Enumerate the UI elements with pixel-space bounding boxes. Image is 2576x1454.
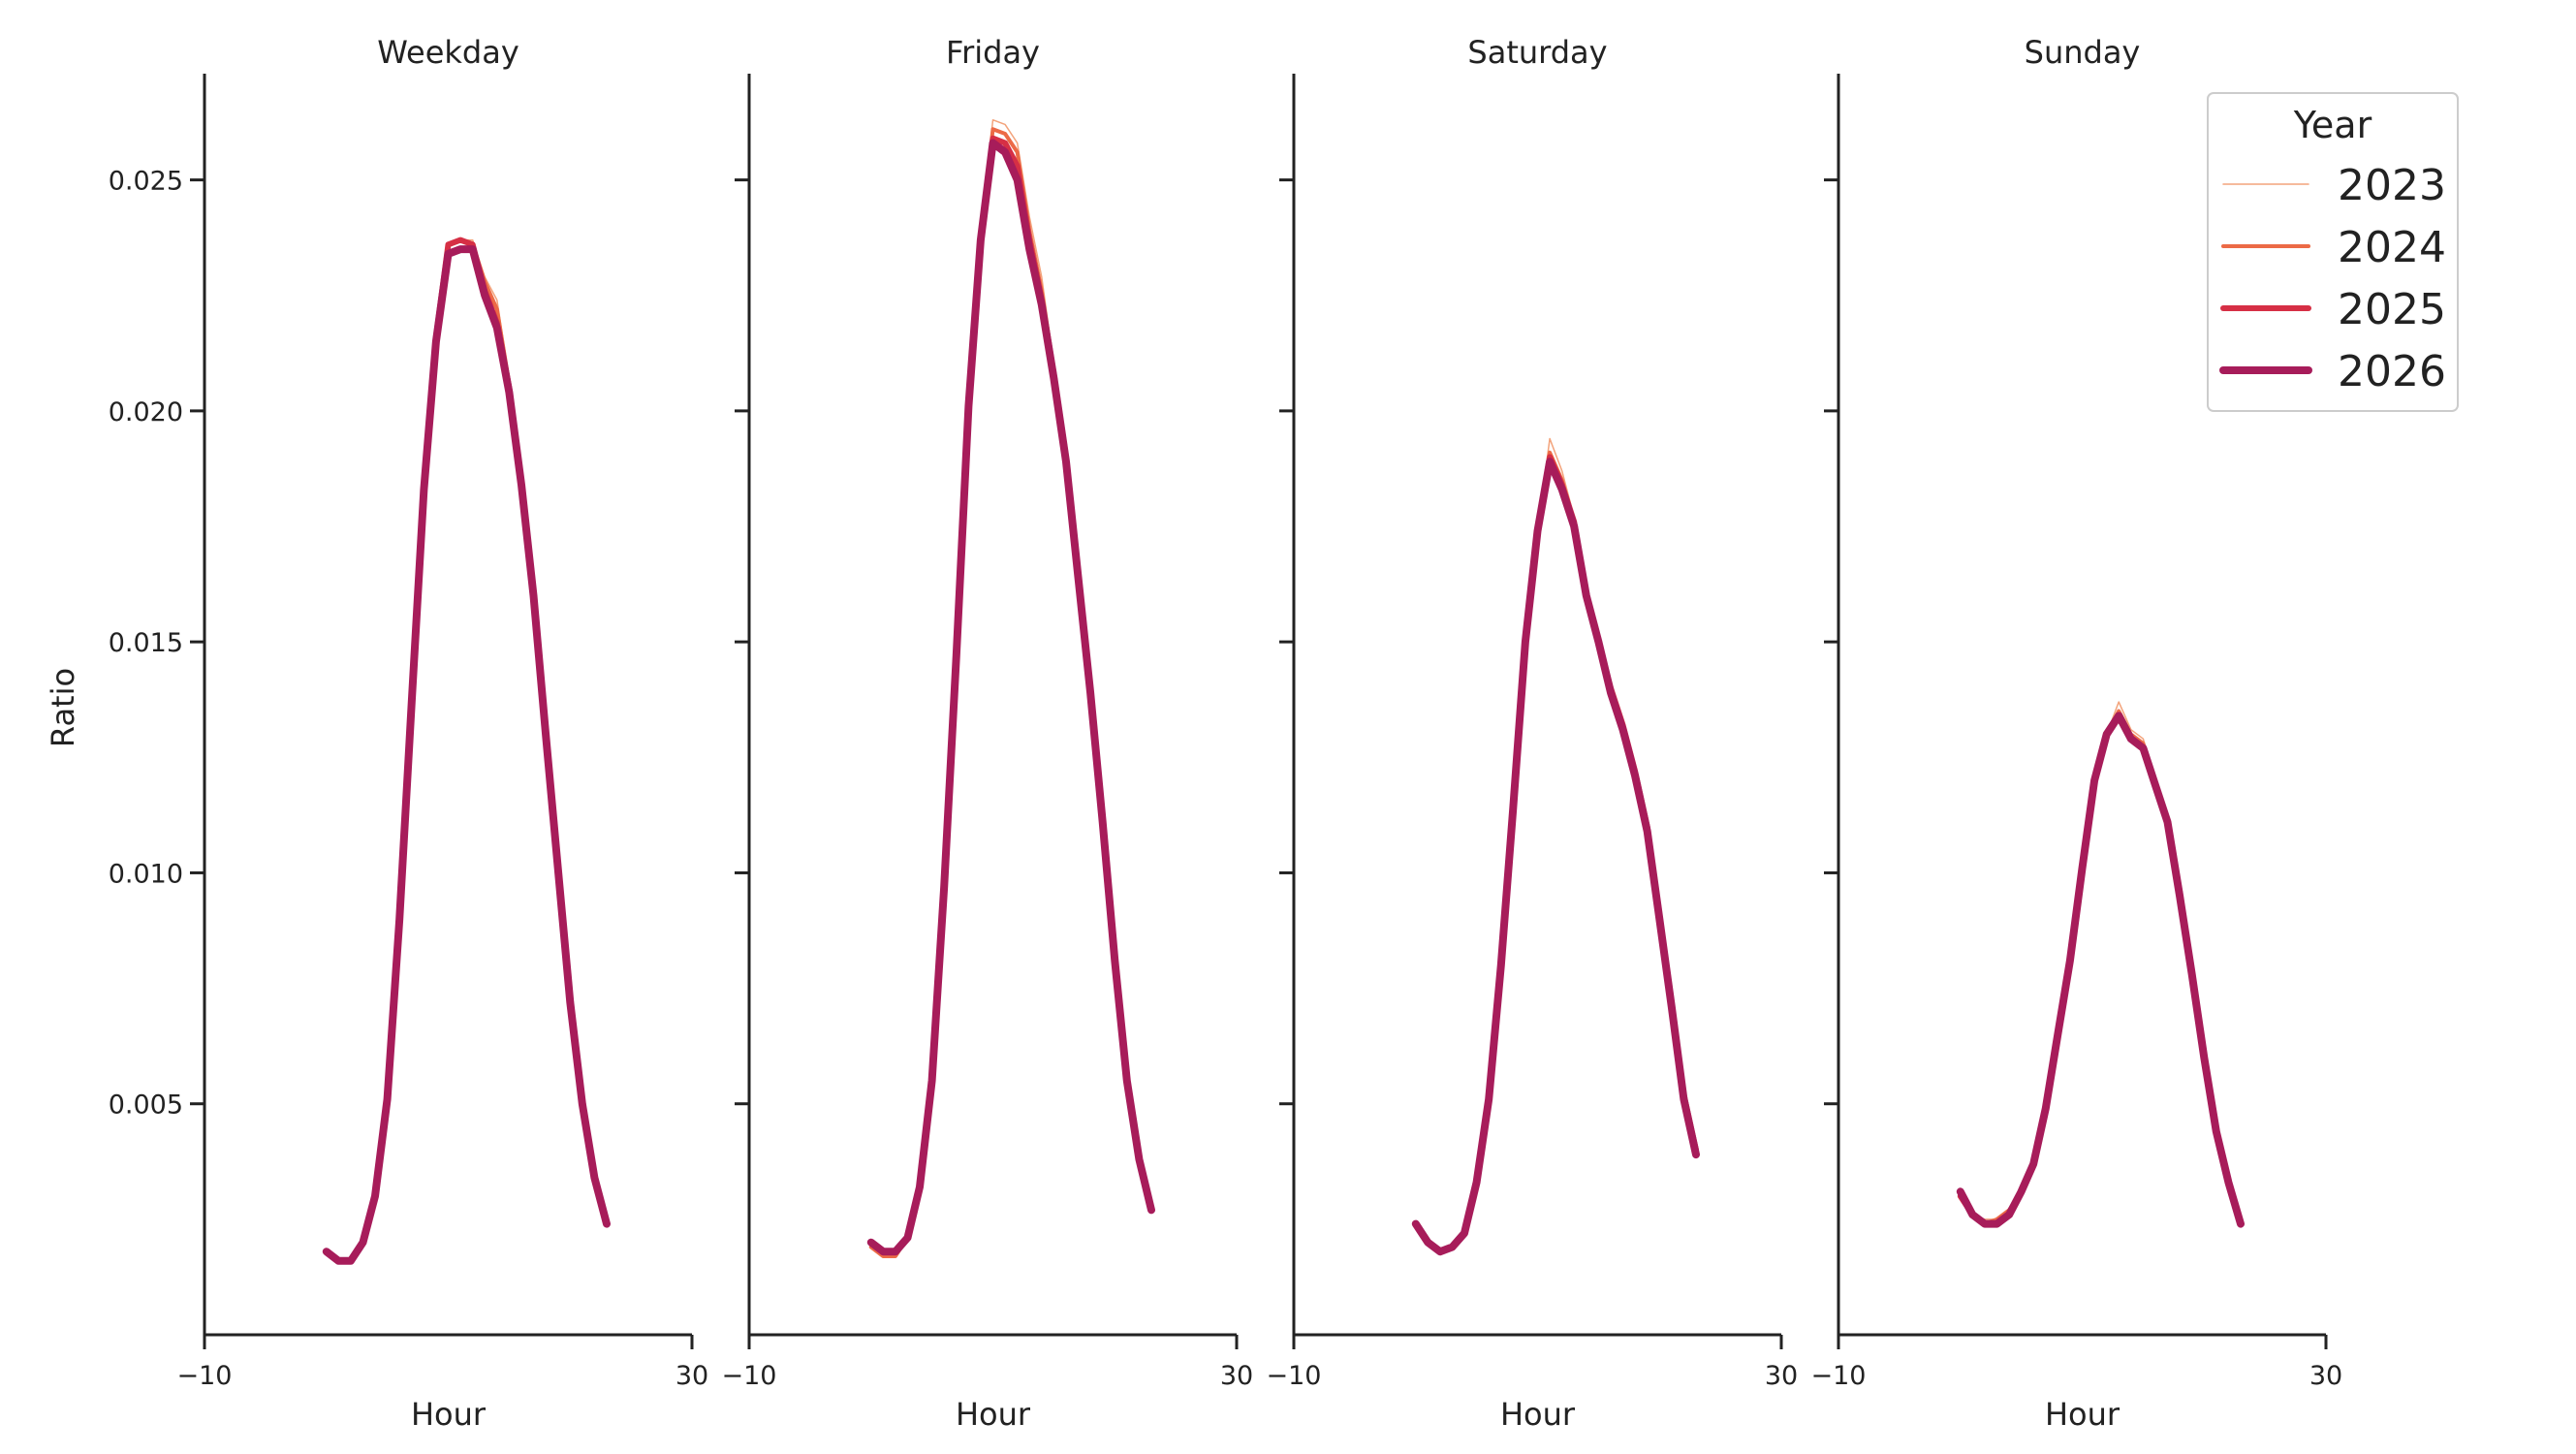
y-tick-label: 0.005: [109, 1090, 183, 1121]
y-tick-label: 0.010: [109, 859, 183, 889]
y-tick-label: 0.025: [109, 167, 183, 197]
series-line-2025: [323, 237, 610, 1264]
series-line-2025: [1957, 712, 2244, 1227]
panel-saturday: Saturday −10 30 Hour: [1267, 34, 1799, 1433]
panel-sunday: Sunday −10 30 Hour: [1811, 34, 2343, 1433]
x-tick-label: −10: [722, 1361, 777, 1391]
legend-label: 2025: [2338, 285, 2446, 334]
panel-title: Saturday: [1467, 34, 1607, 71]
x-tick-label: 30: [1765, 1361, 1798, 1391]
series-line-2023: [870, 118, 1152, 1257]
panel-title: Sunday: [2025, 34, 2141, 71]
x-tick-label: 30: [675, 1361, 708, 1391]
series-line-2026: [1956, 711, 2245, 1228]
y-tick-label: 0.020: [109, 397, 183, 427]
x-tick-label: −10: [1267, 1361, 1322, 1391]
series-line-2024: [1958, 709, 2243, 1226]
panel-weekday: Weekday 0.005 0.010 0.015 0.020 0.025 −10 30 Hou…: [109, 34, 708, 1433]
panel-friday: Friday −10 30 Hour: [722, 34, 1254, 1433]
series-line-2025: [867, 135, 1154, 1255]
legend-label: 2024: [2338, 223, 2446, 272]
x-tick-label: −10: [1811, 1361, 1867, 1391]
series-line-2023: [1960, 701, 2242, 1225]
panel-title: Weekday: [377, 34, 519, 71]
series-line-2024: [868, 127, 1153, 1258]
legend-title: Year: [2293, 104, 2372, 146]
x-axis-label: Hour: [2045, 1396, 2120, 1433]
series-line-2024: [324, 237, 609, 1263]
x-tick-label: 30: [2309, 1361, 2342, 1391]
x-axis-label: Hour: [1500, 1396, 1576, 1433]
x-axis-label: Hour: [411, 1396, 487, 1433]
legend-frame: [2207, 92, 2459, 412]
series-line-2023: [326, 238, 608, 1262]
y-tick-label: 0.015: [109, 628, 183, 658]
panel-title: Friday: [946, 34, 1040, 71]
legend: Year 2023 2024 2025 2026: [2207, 92, 2459, 412]
series-line-2026: [1411, 458, 1700, 1256]
x-tick-label: 30: [1220, 1361, 1253, 1391]
x-axis-label: Hour: [956, 1396, 1031, 1433]
x-tick-label: −10: [177, 1361, 233, 1391]
y-axis-label: Ratio: [45, 668, 81, 747]
chart-panels: Weekday 0.005 0.010 0.015 0.020 0.025 −10 30 Hou…: [109, 34, 2342, 1433]
series-line-2026: [866, 139, 1155, 1256]
series-line-2026: [322, 245, 611, 1265]
series-line-2023: [1415, 437, 1697, 1252]
legend-label: 2026: [2338, 347, 2446, 396]
legend-label: 2023: [2338, 161, 2446, 210]
